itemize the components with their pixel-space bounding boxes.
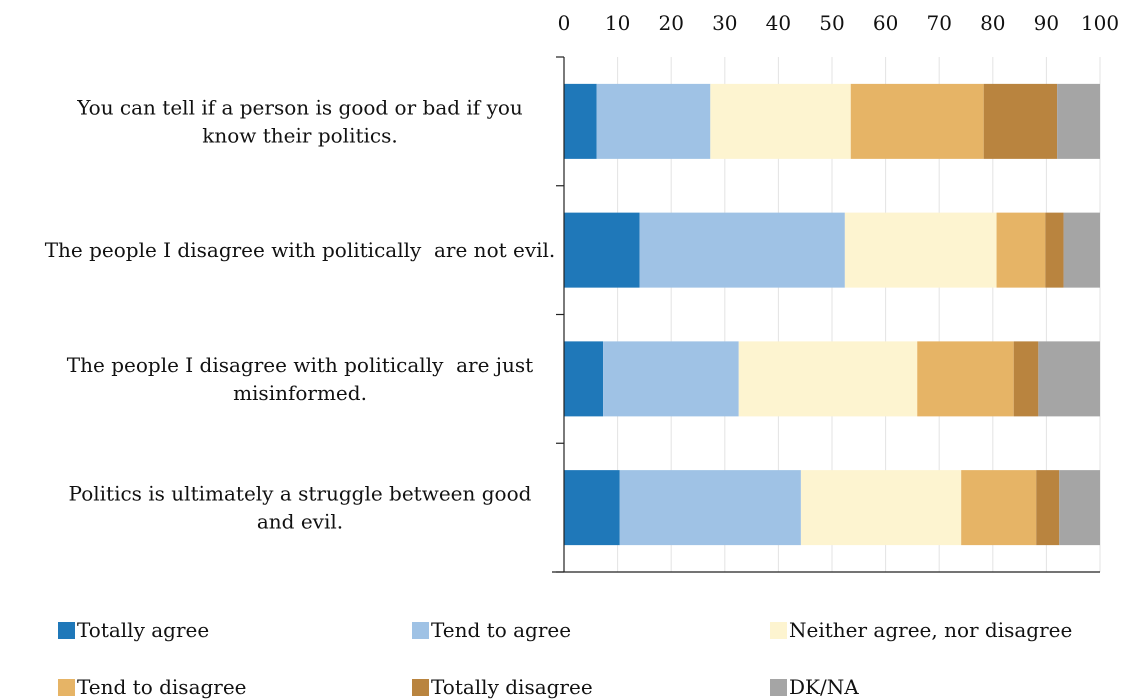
- bar-segment: [1045, 212, 1064, 288]
- bar-segment: [564, 212, 640, 288]
- category-label: Politics is ultimately a struggle betwee…: [69, 482, 532, 506]
- bar-segment: [564, 341, 604, 417]
- category-label: The people I disagree with politically a…: [67, 353, 533, 377]
- x-tick-label: 10: [605, 11, 630, 35]
- category-label: know their politics.: [202, 123, 397, 147]
- x-tick-label: 30: [712, 11, 737, 35]
- bar-segment: [1013, 341, 1039, 417]
- bar-segment: [564, 470, 620, 546]
- bar-segment: [844, 212, 997, 288]
- x-tick-label: 50: [819, 11, 844, 35]
- category-label: The people I disagree with politically a…: [45, 238, 556, 262]
- bar-segment: [917, 341, 1014, 417]
- bar-segment: [1036, 470, 1060, 546]
- bar-segment: [603, 341, 739, 417]
- x-tick-label: 80: [980, 11, 1005, 35]
- x-tick-label: 60: [873, 11, 898, 35]
- category-label: You can tell if a person is good or bad …: [76, 95, 523, 119]
- bar-segment: [996, 212, 1046, 288]
- bar-segment: [596, 83, 711, 159]
- bar-segment: [738, 341, 918, 417]
- bar-segment: [639, 212, 845, 288]
- x-tick-label: 70: [926, 11, 951, 35]
- bar-segment: [1059, 470, 1100, 546]
- x-tick-label: 90: [1034, 11, 1059, 35]
- category-label: misinformed.: [233, 381, 367, 405]
- bar-segment: [1063, 212, 1100, 288]
- bar-segment: [800, 470, 962, 546]
- bar-segment: [850, 83, 984, 159]
- x-tick-labels: 0 10 20 30 40 50 60 70 80 90 100: [558, 11, 1119, 35]
- category-labels: You can tell if a person is good or bad …: [45, 95, 556, 533]
- bar-segment: [1057, 83, 1100, 159]
- category-label: and evil.: [257, 510, 343, 534]
- bar-segment: [983, 83, 1058, 159]
- bar-segment: [710, 83, 851, 159]
- x-tick-label: 0: [558, 11, 571, 35]
- x-tick-label: 20: [658, 11, 683, 35]
- x-tick-label: 40: [766, 11, 791, 35]
- x-tick-label: 100: [1081, 11, 1119, 35]
- bar-segment: [564, 83, 597, 159]
- axes: [552, 56, 1100, 573]
- bar-segment: [1038, 341, 1100, 417]
- bar-segment: [619, 470, 801, 546]
- bars: [564, 83, 1100, 546]
- bar-segment: [961, 470, 1037, 546]
